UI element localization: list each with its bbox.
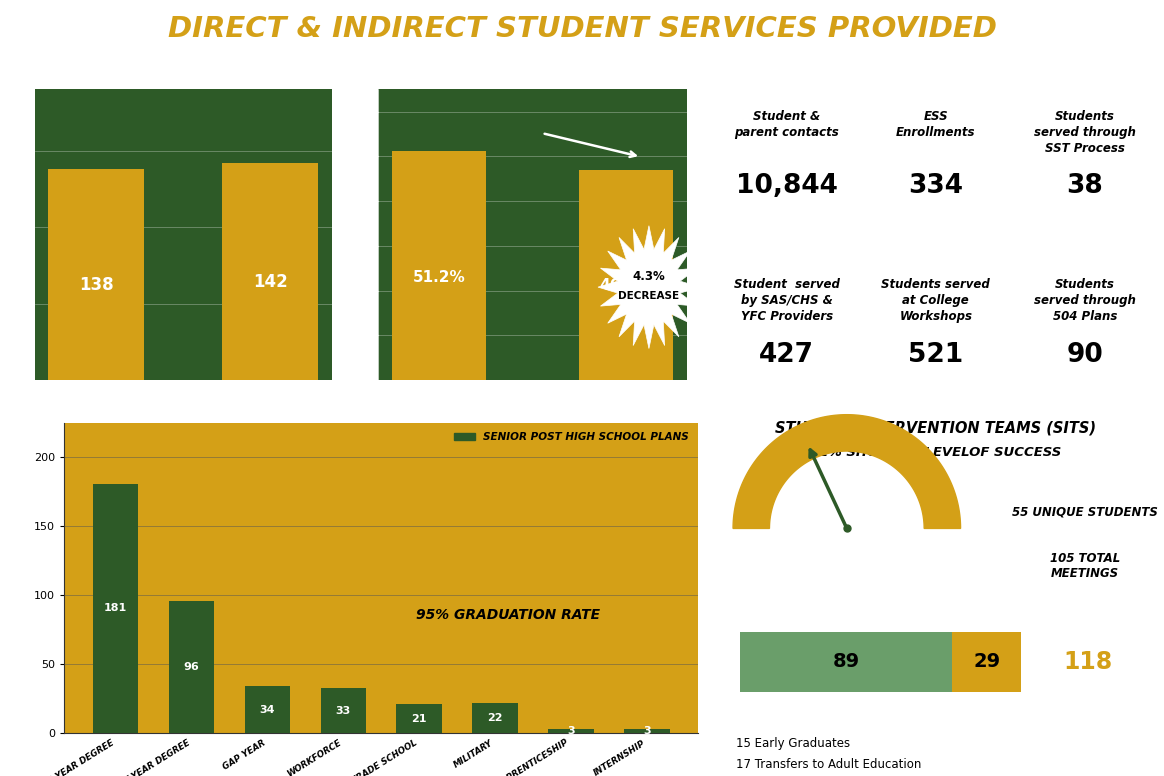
Text: 15 Early Graduates: 15 Early Graduates (736, 737, 850, 750)
Text: Students
served through
504 Plans: Students served through 504 Plans (1034, 279, 1136, 324)
Bar (93, 483, 139, 733)
Bar (473, 703, 518, 733)
FancyBboxPatch shape (952, 632, 1021, 691)
Text: Student  served
by SAS/CHS &
YFC Providers: Student served by SAS/CHS & YFC Provider… (734, 279, 839, 324)
Text: 142: 142 (253, 273, 288, 291)
Text: 90: 90 (1066, 342, 1103, 368)
Polygon shape (598, 226, 700, 348)
Bar (320, 688, 365, 733)
Text: JUNIORS: JUNIORS (960, 709, 1013, 719)
Text: 334: 334 (908, 173, 964, 199)
Text: 22: 22 (488, 713, 503, 723)
Bar (49, 169, 144, 380)
Text: 34: 34 (260, 705, 275, 715)
Text: 118: 118 (1064, 650, 1113, 674)
Bar (392, 151, 485, 380)
Text: 33: 33 (335, 705, 350, 715)
Text: 427: 427 (759, 342, 815, 368)
Text: 3: 3 (567, 726, 575, 736)
Text: 105 TOTAL
MEETINGS: 105 TOTAL MEETINGS (1050, 553, 1120, 580)
Text: Students
served through
SST Process: Students served through SST Process (1034, 109, 1136, 154)
Text: STUDENT INTERVENTION TEAMS (SITS): STUDENT INTERVENTION TEAMS (SITS) (775, 421, 1096, 435)
Title: Classroom Visits: Classroom Visits (115, 67, 251, 85)
Bar (222, 163, 318, 380)
FancyBboxPatch shape (740, 632, 952, 691)
Text: 29: 29 (973, 653, 1000, 671)
Text: DECREASE: DECREASE (618, 291, 680, 301)
Bar (548, 729, 594, 733)
Text: 17 Transfers to Adult Education: 17 Transfers to Adult Education (736, 757, 921, 771)
Text: 96: 96 (184, 662, 199, 672)
Text: 42% SHOWING LEVELOF SUCCESS: 42% SHOWING LEVELOF SUCCESS (810, 445, 1062, 459)
Bar (397, 705, 442, 733)
Bar (169, 601, 214, 733)
Text: 95% GRADUATION RATE: 95% GRADUATION RATE (416, 608, 601, 622)
Text: Students served
at College
Workshops: Students served at College Workshops (881, 279, 991, 324)
Bar (624, 729, 669, 733)
Text: DIRECT & INDIRECT STUDENT SERVICES PROVIDED: DIRECT & INDIRECT STUDENT SERVICES PROVI… (168, 15, 996, 43)
Text: Student &
parent contacts: Student & parent contacts (734, 109, 839, 139)
Bar (580, 170, 673, 380)
Text: ESS
Enrollments: ESS Enrollments (896, 109, 975, 139)
Text: 10,844: 10,844 (736, 173, 838, 199)
Polygon shape (733, 414, 960, 528)
Text: 181: 181 (104, 604, 127, 614)
Text: 4.3%: 4.3% (632, 269, 666, 282)
Text: 521: 521 (908, 342, 964, 368)
Text: 89: 89 (832, 653, 860, 671)
Text: 138: 138 (79, 276, 114, 294)
Text: SENIORS: SENIORS (818, 709, 874, 719)
Bar (244, 687, 290, 733)
Text: 51.2%: 51.2% (413, 269, 466, 285)
Text: 3: 3 (643, 726, 651, 736)
Text: G230 STUDENTS: G230 STUDENTS (853, 591, 1020, 609)
Legend: SENIOR POST HIGH SCHOOL PLANS: SENIOR POST HIGH SCHOOL PLANS (450, 428, 694, 446)
Text: 55 UNIQUE STUDENTS: 55 UNIQUE STUDENTS (1012, 506, 1158, 519)
Text: TOTAL: TOTAL (1069, 709, 1108, 719)
Title: D/F Rates: D/F Rates (492, 67, 573, 85)
Text: 38: 38 (1066, 173, 1103, 199)
Text: 21: 21 (411, 714, 427, 724)
Text: 46.9%: 46.9% (599, 279, 653, 293)
